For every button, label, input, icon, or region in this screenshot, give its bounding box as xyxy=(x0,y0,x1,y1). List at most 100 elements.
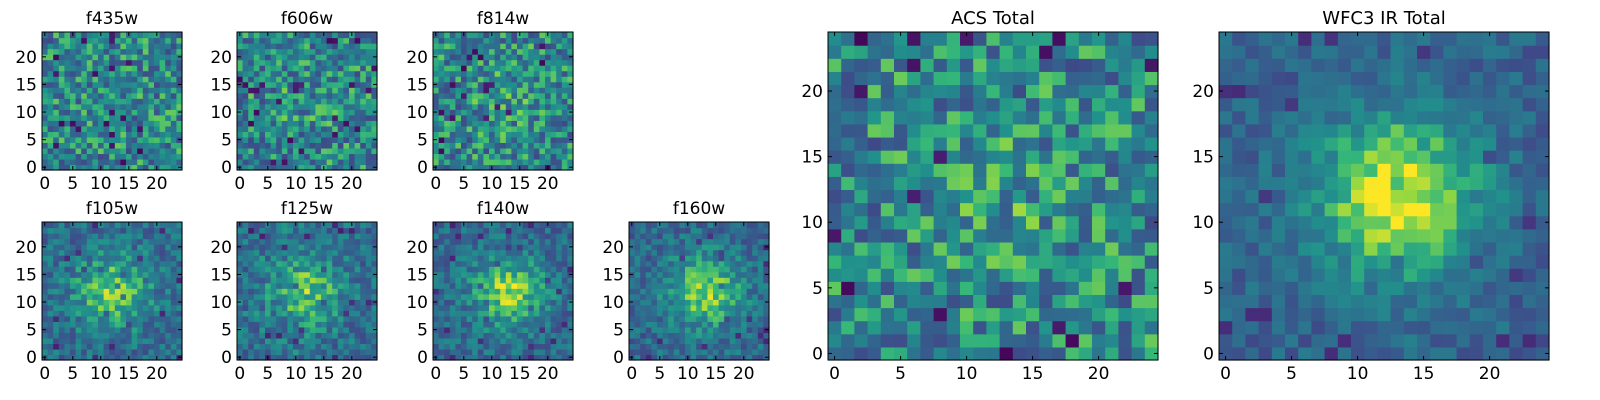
heatmap-cell xyxy=(713,326,720,333)
heatmap-cell xyxy=(159,266,166,273)
heatmap-cell xyxy=(321,81,328,88)
heatmap-cell xyxy=(159,222,166,229)
heatmap-cell xyxy=(321,98,328,105)
heatmap-cell xyxy=(253,233,260,240)
heatmap-cell xyxy=(455,76,462,83)
heatmap-cell xyxy=(70,277,77,284)
heatmap-cell xyxy=(321,109,328,116)
heatmap-cell xyxy=(126,131,133,138)
heatmap-cell xyxy=(109,288,116,295)
heatmap-cell xyxy=(472,321,479,328)
heatmap-cell xyxy=(53,244,60,251)
heatmap-cell xyxy=(561,153,568,160)
heatmap-cell xyxy=(455,125,462,132)
heatmap-cell xyxy=(237,48,244,55)
heatmap-cell xyxy=(315,120,322,127)
heatmap-cell xyxy=(1039,268,1053,282)
heatmap-cell xyxy=(98,158,105,166)
heatmap-cell xyxy=(337,37,344,44)
heatmap-cell xyxy=(567,65,574,72)
heatmap-cell xyxy=(561,48,568,55)
heatmap-cell xyxy=(489,76,496,83)
heatmap-cell xyxy=(154,70,161,77)
heatmap-cell xyxy=(103,147,110,155)
heatmap-cell xyxy=(662,277,669,284)
heatmap-cell xyxy=(47,158,54,166)
heatmap-cells xyxy=(433,222,574,361)
heatmap-cell xyxy=(690,277,697,284)
heatmap-cell xyxy=(679,321,686,328)
heatmap-cell xyxy=(533,244,540,251)
heatmap-cell xyxy=(505,92,512,99)
heatmap-cell xyxy=(505,87,512,94)
heatmap-cell xyxy=(640,255,647,262)
heatmap-cell xyxy=(109,125,116,132)
heatmap-cell xyxy=(326,337,333,345)
heatmap-cell xyxy=(679,299,686,306)
heatmap-cell xyxy=(360,299,367,306)
heatmap-cell xyxy=(701,233,708,240)
heatmap-cell xyxy=(500,87,507,94)
heatmap-cell xyxy=(81,43,88,50)
heatmap-cell xyxy=(466,332,473,339)
y-tick-label: 0 xyxy=(26,348,37,368)
heatmap-cell xyxy=(494,70,501,77)
heatmap-cell xyxy=(326,282,333,289)
heatmap-cell xyxy=(70,125,77,132)
heatmap-cell xyxy=(505,277,512,284)
heatmap-cell xyxy=(545,103,552,110)
heatmap-cell xyxy=(438,103,445,110)
heatmap-cell xyxy=(293,304,300,311)
heatmap-cell xyxy=(131,59,138,66)
heatmap-cell xyxy=(276,131,283,138)
heatmap-cell xyxy=(47,337,54,345)
heatmap-cell xyxy=(500,238,507,245)
heatmap-cell xyxy=(281,249,288,256)
heatmap-cell xyxy=(545,125,552,132)
heatmap-cell xyxy=(337,87,344,94)
heatmap-cell xyxy=(746,282,753,289)
heatmap-cell xyxy=(248,310,255,317)
heatmap-cell xyxy=(696,271,703,278)
heatmap-cell xyxy=(713,310,720,317)
heatmap-cell xyxy=(567,98,574,105)
heatmap-cell xyxy=(455,98,462,105)
heatmap-cell xyxy=(986,320,1001,335)
heatmap-cell xyxy=(489,304,496,311)
heatmap-cell xyxy=(237,76,244,83)
heatmap-cell xyxy=(556,299,563,306)
heatmap-cell xyxy=(109,43,116,50)
heatmap-cell xyxy=(539,288,546,295)
heatmap-cell xyxy=(550,282,557,289)
heatmap-cell xyxy=(70,81,77,88)
heatmap-cell xyxy=(489,249,496,256)
heatmap-cell xyxy=(321,233,328,240)
heatmap-cell xyxy=(92,37,99,44)
heatmap-cell xyxy=(505,142,512,149)
heatmap-cell xyxy=(237,147,244,155)
heatmap-cell xyxy=(444,120,451,127)
heatmap-cell xyxy=(165,43,172,50)
x-tick-label: 10 xyxy=(481,364,503,384)
heatmap-cell xyxy=(365,164,372,171)
heatmap-cell xyxy=(98,153,105,160)
heatmap-cell xyxy=(472,142,479,149)
heatmap-cell xyxy=(828,346,842,361)
y-tick-label: 5 xyxy=(417,321,428,341)
heatmap-cell xyxy=(315,321,322,328)
heatmap-cell xyxy=(81,343,88,350)
heatmap-cell xyxy=(651,310,658,317)
heatmap-cell xyxy=(528,299,535,306)
heatmap-cell xyxy=(276,332,283,339)
heatmap-cell xyxy=(332,332,339,339)
heatmap-cell xyxy=(690,249,697,256)
heatmap-cell xyxy=(444,288,451,295)
heatmap-cell xyxy=(293,92,300,99)
heatmap-cell xyxy=(253,304,260,311)
heatmap-cell xyxy=(293,43,300,50)
heatmap-cell xyxy=(253,337,260,345)
heatmap-cell xyxy=(545,343,552,350)
heatmap-cell xyxy=(120,310,127,317)
heatmap-cell xyxy=(360,125,367,132)
heatmap-cell xyxy=(53,87,60,94)
